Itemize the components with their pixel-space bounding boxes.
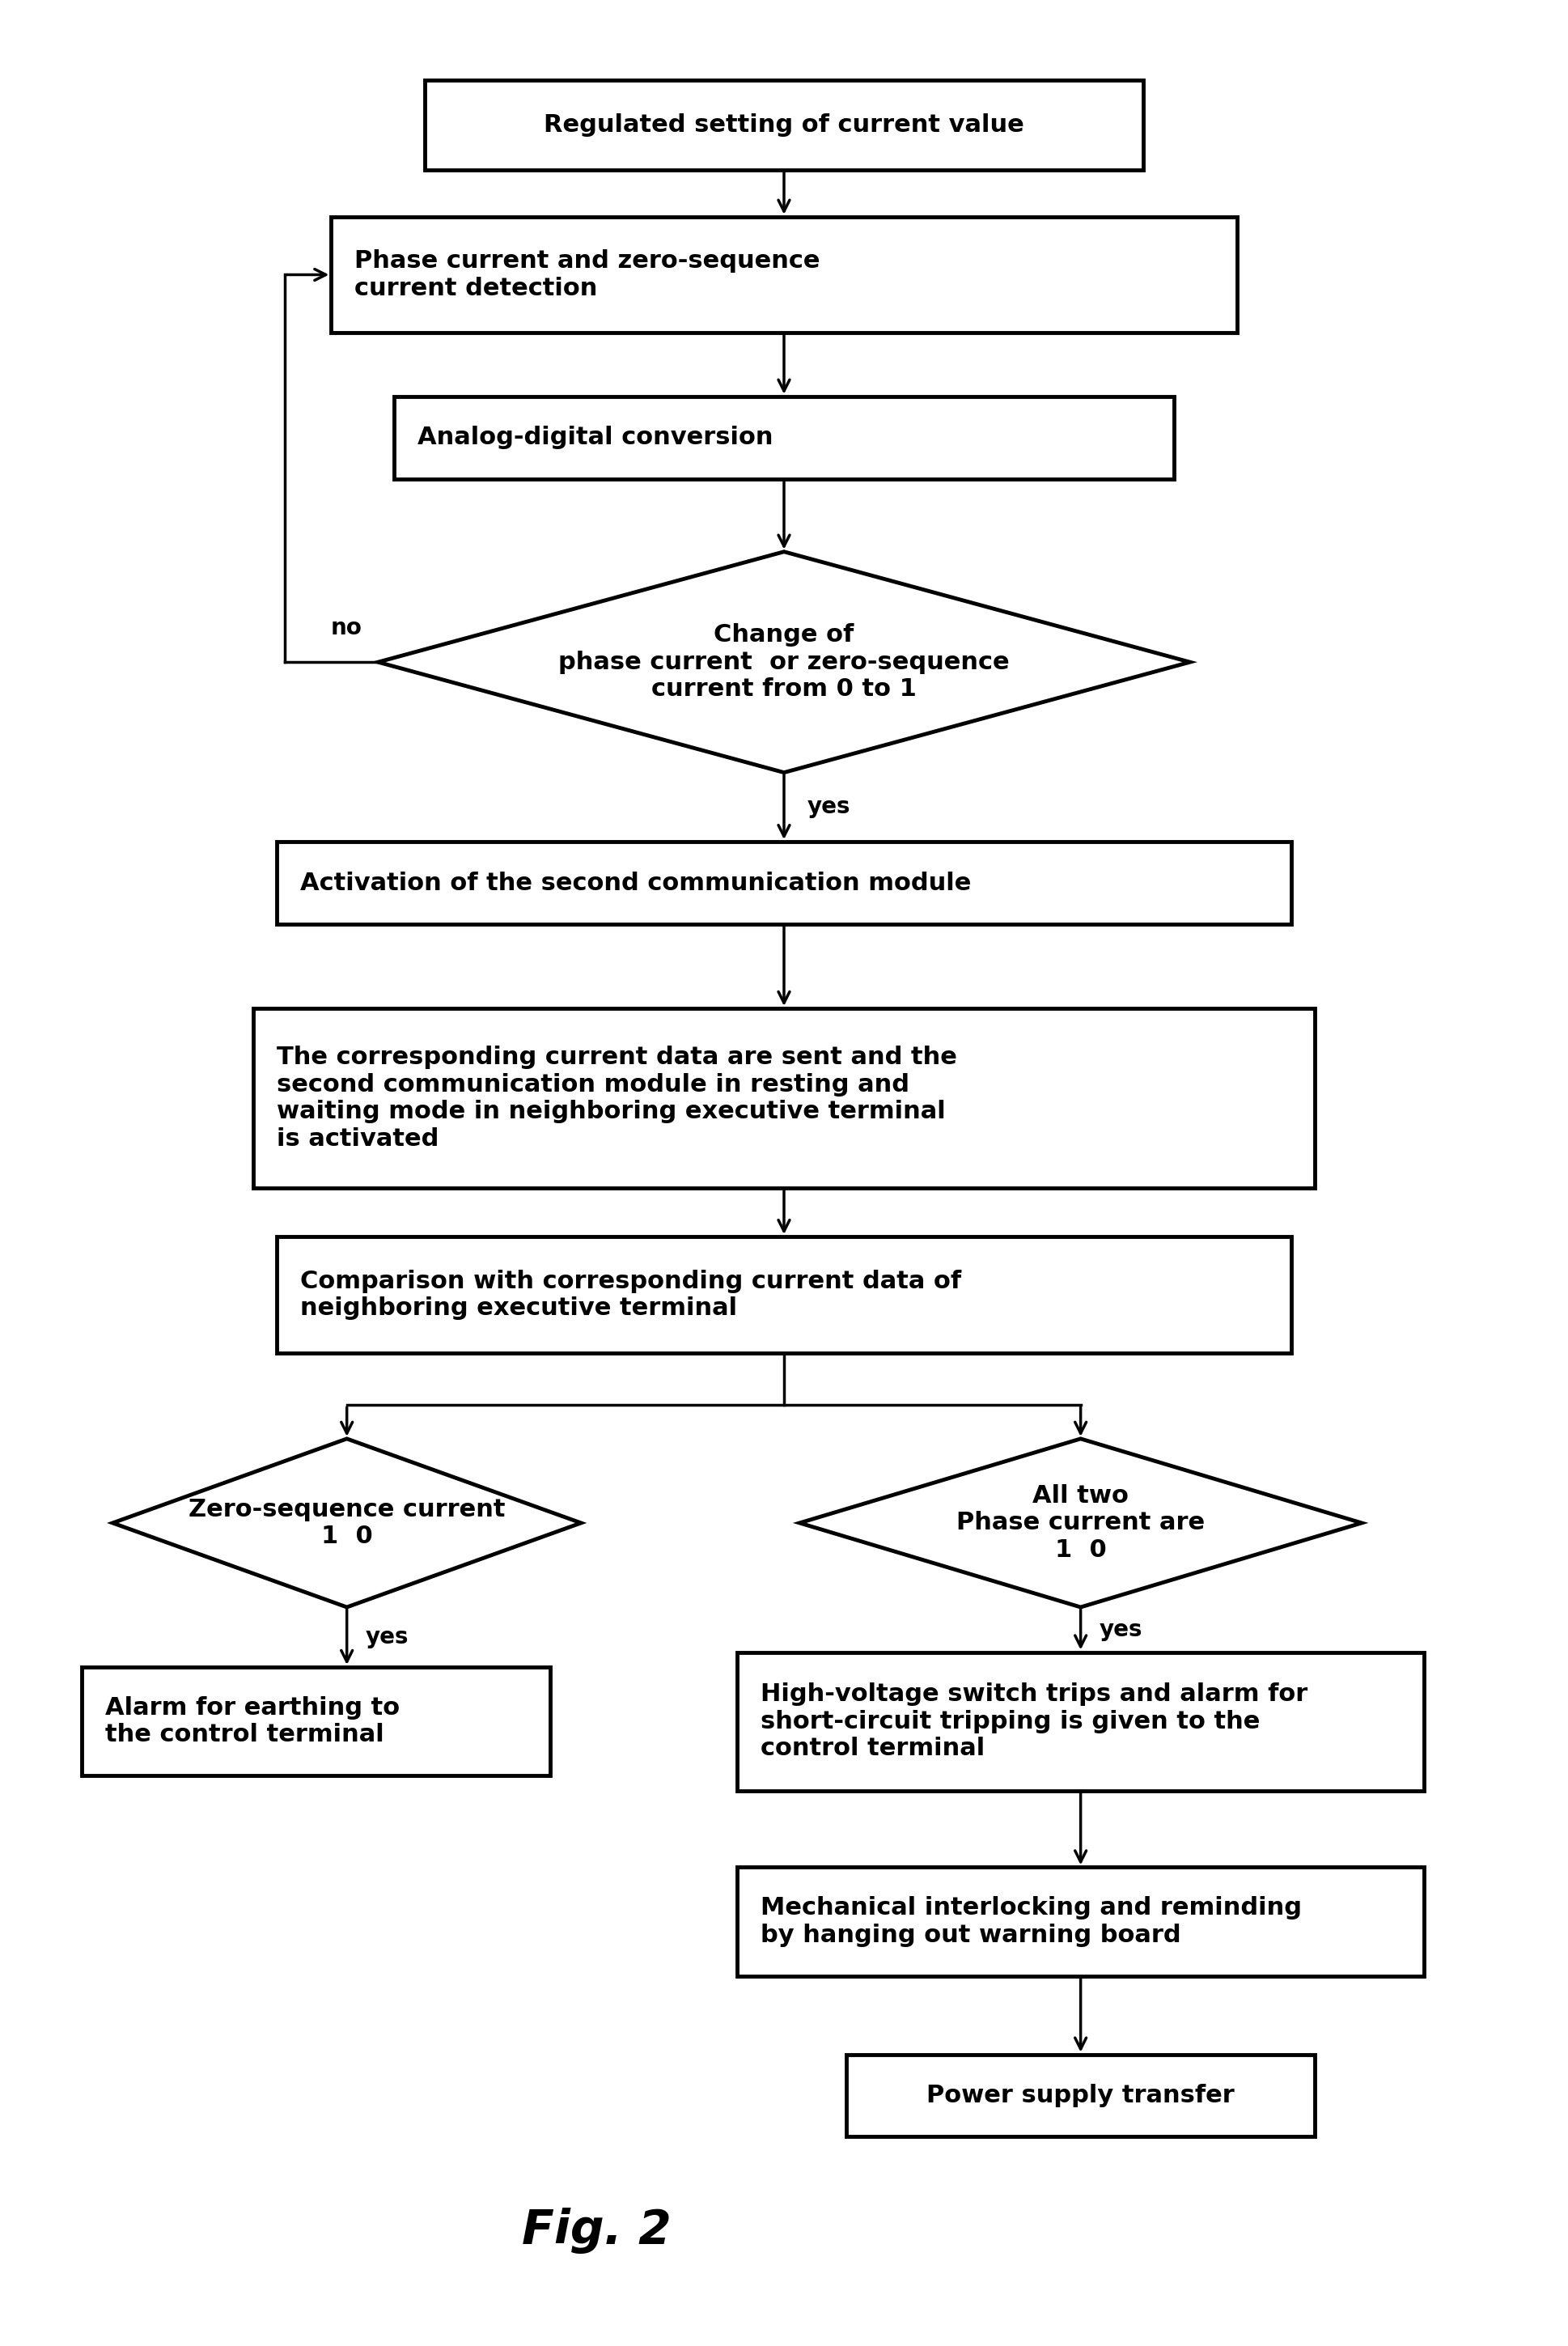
Polygon shape	[113, 1438, 582, 1607]
Text: Mechanical interlocking and reminding
by hanging out warning board: Mechanical interlocking and reminding by…	[760, 1896, 1301, 1947]
Text: All two
Phase current are
1  0: All two Phase current are 1 0	[956, 1485, 1204, 1562]
Text: Zero-sequence current
1  0: Zero-sequence current 1 0	[188, 1497, 505, 1548]
Text: Power supply transfer: Power supply transfer	[927, 2083, 1234, 2107]
Text: yes: yes	[365, 1626, 409, 1649]
Text: Comparison with corresponding current data of
neighboring executive terminal: Comparison with corresponding current da…	[299, 1269, 961, 1321]
FancyBboxPatch shape	[276, 842, 1292, 924]
Text: Alarm for earthing to
the control terminal: Alarm for earthing to the control termin…	[105, 1696, 400, 1748]
Text: Change of
phase current  or zero-sequence
current from 0 to 1: Change of phase current or zero-sequence…	[558, 624, 1010, 701]
Text: High-voltage switch trips and alarm for
short-circuit tripping is given to the
c: High-voltage switch trips and alarm for …	[760, 1682, 1308, 1760]
FancyBboxPatch shape	[737, 1652, 1424, 1790]
Polygon shape	[800, 1438, 1361, 1607]
FancyBboxPatch shape	[82, 1668, 550, 1776]
FancyBboxPatch shape	[276, 1236, 1292, 1354]
Text: The corresponding current data are sent and the
second communication module in r: The corresponding current data are sent …	[276, 1046, 956, 1150]
FancyBboxPatch shape	[425, 80, 1143, 169]
FancyBboxPatch shape	[847, 2055, 1316, 2137]
Text: Fig. 2: Fig. 2	[522, 2208, 671, 2255]
Text: yes: yes	[808, 795, 851, 819]
FancyBboxPatch shape	[331, 216, 1237, 333]
Text: Analog-digital conversion: Analog-digital conversion	[417, 427, 773, 450]
Text: Phase current and zero-sequence
current detection: Phase current and zero-sequence current …	[354, 249, 820, 300]
Text: yes: yes	[1099, 1619, 1143, 1640]
FancyBboxPatch shape	[394, 396, 1174, 479]
FancyBboxPatch shape	[737, 1867, 1424, 1975]
Text: no: no	[331, 617, 362, 640]
Polygon shape	[378, 551, 1190, 772]
Text: Activation of the second communication module: Activation of the second communication m…	[299, 870, 971, 894]
Text: Regulated setting of current value: Regulated setting of current value	[544, 113, 1024, 136]
FancyBboxPatch shape	[252, 1009, 1316, 1187]
